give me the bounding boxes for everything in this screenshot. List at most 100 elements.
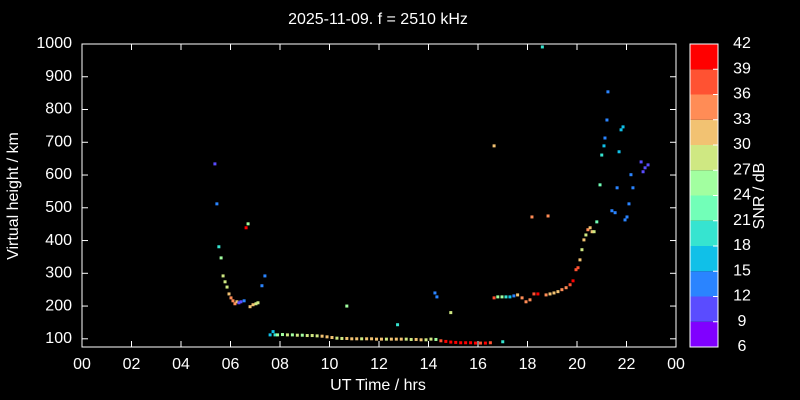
data-point: [508, 295, 512, 299]
y-axis-label: Virtual height / km: [5, 132, 22, 260]
y-tick-label: 300: [45, 265, 72, 282]
data-point: [631, 186, 635, 190]
colorbar-tick-label: 30: [733, 136, 751, 153]
y-tick-label: 500: [45, 199, 72, 216]
data-point: [350, 337, 354, 341]
colorbar-swatch: [690, 321, 718, 347]
x-tick-label: 20: [568, 356, 586, 373]
data-point: [235, 300, 239, 304]
data-point: [310, 334, 314, 338]
data-point: [504, 295, 508, 299]
data-point: [613, 211, 617, 215]
colorbar-swatch: [690, 44, 718, 70]
data-point: [330, 336, 334, 340]
y-tick-label: 100: [45, 330, 72, 347]
data-point: [530, 215, 534, 219]
data-point: [424, 338, 428, 342]
data-point: [496, 295, 500, 299]
data-point: [501, 340, 505, 344]
colorbar-tick-label: 15: [733, 262, 751, 279]
colorbar-label: SNR / dB: [751, 163, 768, 230]
data-point: [237, 301, 241, 305]
y-tick-label: 800: [45, 101, 72, 118]
data-point: [574, 268, 578, 272]
data-point: [492, 144, 496, 148]
data-point: [213, 162, 217, 166]
data-point: [528, 298, 532, 302]
x-tick-label: 06: [222, 356, 240, 373]
data-point: [251, 303, 255, 307]
colorbar-tick-label: 39: [733, 60, 751, 77]
data-point: [586, 228, 590, 232]
data-point: [384, 337, 388, 341]
data-point: [544, 293, 548, 297]
data-point: [595, 220, 599, 224]
colorbar-swatch: [690, 220, 718, 246]
data-point: [540, 45, 544, 49]
data-point: [379, 337, 383, 341]
y-tick-label: 200: [45, 297, 72, 314]
data-point: [444, 339, 448, 343]
data-point: [271, 330, 275, 334]
data-point: [233, 302, 237, 306]
data-point: [520, 296, 524, 300]
colorbar-tick-label: 6: [738, 338, 747, 355]
data-point: [469, 341, 473, 345]
data-point: [552, 291, 556, 295]
colorbar-swatch: [690, 195, 718, 221]
colorbar-tick-label: 33: [733, 111, 751, 128]
data-point: [580, 248, 584, 252]
data-point: [315, 334, 319, 338]
data-point: [239, 300, 243, 304]
data-point: [524, 300, 528, 304]
data-point: [404, 337, 408, 341]
colorbar-swatch: [690, 246, 718, 272]
data-point: [285, 333, 289, 337]
data-point: [280, 333, 284, 337]
data-point: [254, 302, 258, 306]
data-point: [627, 202, 631, 206]
data-point: [305, 334, 309, 338]
colorbar-swatch: [690, 69, 718, 95]
colorbar-tick-label: 42: [733, 35, 751, 52]
data-point: [582, 238, 586, 242]
colorbar-swatch: [690, 145, 718, 171]
data-point: [584, 233, 588, 237]
data-point: [617, 150, 621, 154]
data-point: [449, 311, 453, 315]
data-point: [449, 340, 453, 344]
data-point: [242, 299, 246, 303]
data-point: [225, 285, 229, 289]
data-point: [605, 118, 609, 122]
colorbar-swatch: [690, 271, 718, 297]
data-point: [512, 294, 516, 298]
data-point: [623, 218, 627, 222]
data-point: [516, 293, 520, 297]
data-point: [548, 292, 552, 296]
chart-title: 2025-11-09. f = 2510 kHz: [288, 11, 468, 28]
data-point: [610, 209, 614, 213]
data-point: [478, 341, 482, 345]
data-point: [629, 173, 633, 177]
data-point: [290, 333, 294, 337]
x-tick-label: 08: [271, 356, 289, 373]
data-point: [300, 333, 304, 337]
colorbar-tick-label: 27: [733, 161, 751, 178]
colorbar-tick-label: 9: [738, 313, 747, 330]
data-point: [231, 299, 235, 303]
colorbar-tick-label: 36: [733, 86, 751, 103]
colorbar-swatch: [690, 119, 718, 145]
x-tick-label: 04: [172, 356, 190, 373]
data-point: [335, 336, 339, 340]
y-tick-label: 900: [45, 68, 72, 85]
data-point: [488, 341, 492, 345]
data-point: [399, 337, 403, 341]
x-axis-label: UT Time / hrs: [330, 377, 426, 394]
data-point: [598, 183, 602, 187]
data-point: [606, 90, 610, 94]
data-point: [500, 295, 504, 299]
data-point: [320, 334, 324, 338]
data-point: [564, 286, 568, 290]
data-point: [576, 266, 580, 270]
data-point: [603, 136, 607, 140]
